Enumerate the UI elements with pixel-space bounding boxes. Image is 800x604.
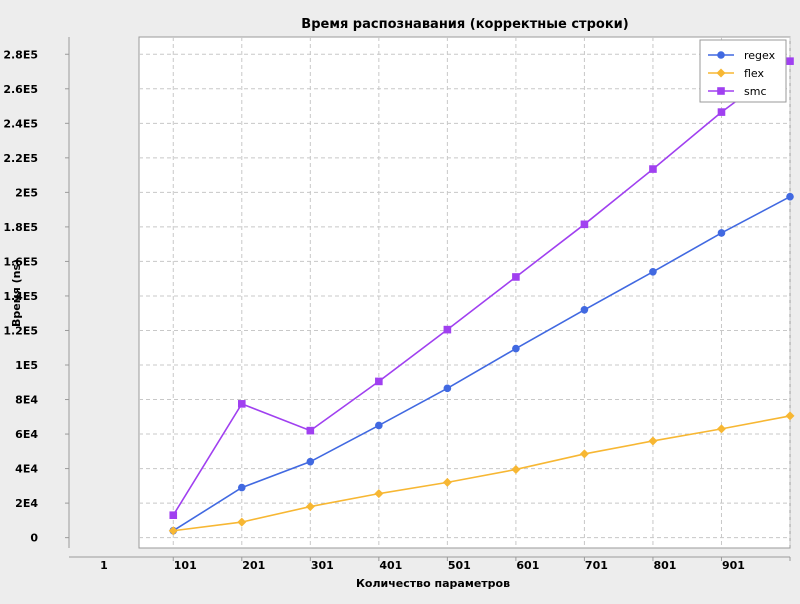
x-tick-label: 101 [174,559,197,572]
data-point-flex [237,517,247,527]
legend-label-smc: smc [744,85,767,98]
x-tick-label: 801 [653,559,676,572]
data-point-smc [237,400,246,408]
y-tick-label: 1.4E5 [3,290,38,303]
legend-items: regex flex smc [708,49,776,98]
y-tick-label: 2.8E5 [3,48,38,61]
legend-marker-flex [716,68,726,78]
data-point-smc [580,220,589,229]
x-axis-label: Количество параметров [356,577,510,590]
data-point-flex [305,502,315,512]
series-line-regex [172,195,791,532]
y-tick-label: 2.6E5 [3,83,38,96]
legend: regex flex smc [699,39,787,103]
series-layer [168,57,795,536]
series-line-flex [173,415,791,532]
data-point-flex [579,449,589,459]
data-point-smc [786,57,794,65]
series-line-smc [172,60,791,516]
y-tick-label: 1E5 [15,359,38,372]
y-axis-label: Время (ns) [10,259,23,327]
data-point-flex [716,424,726,434]
data-point-regex [237,483,246,492]
y-tick-label: 8E4 [15,394,38,407]
x-tick-label: 701 [585,559,608,572]
data-point-smc [649,165,657,173]
data-point-flex [374,489,384,499]
x-tick-label: 301 [311,559,334,572]
y-tick-label: 4E4 [15,463,38,476]
data-point-smc [512,273,520,281]
data-point-regex [580,305,589,314]
legend-marker-smc [717,87,725,95]
y-tick-label: 2.4E5 [3,117,38,130]
data-point-smc [169,511,178,519]
y-tick-label: 0 [30,532,38,545]
data-point-regex [512,344,520,353]
data-point-regex [717,229,726,237]
data-point-smc [375,377,383,386]
data-point-smc [717,108,726,116]
grid [139,37,791,548]
legend-label-regex: regex [744,49,776,62]
data-point-smc [443,325,452,334]
y-axis-ticks: 0 2E4 4E4 6E4 8E4 1E5 1.2E5 1.4E5 1.6E5 1.8E5 2E5 2… [3,48,69,545]
x-tick-label: 901 [722,559,745,572]
y-tick-label: 2.2E5 [3,152,38,165]
y-tick-label: 6E4 [15,428,38,441]
y-tick-label: 1.2E5 [3,324,38,337]
legend-label-flex: flex [744,67,765,80]
y-tick-label: 1.8E5 [3,221,38,234]
x-tick-label: 401 [379,559,402,572]
data-point-regex [786,192,794,201]
data-point-smc [306,426,315,435]
data-point-regex [443,384,452,393]
data-point-flex [785,411,795,421]
y-tick-label: 1.6E5 [3,255,38,268]
plot-area [138,36,791,549]
legend-marker-regex [717,51,725,59]
x-tick-label: 201 [242,559,265,572]
y-tick-label: 2E4 [15,497,38,510]
data-point-flex [442,477,452,487]
data-point-flex [168,526,178,536]
chart-title: Время распознавания (корректные строки) [301,17,628,32]
x-axis-ticks: 1 101 201 301 401 501 601 701 801 901 [100,557,791,572]
data-point-regex [306,457,315,466]
data-point-regex [375,421,383,430]
x-tick-label: 601 [516,559,539,572]
data-point-regex [649,267,657,276]
data-point-flex [648,436,658,446]
data-point-flex [511,464,521,474]
x-tick-label: 501 [448,559,471,572]
y-tick-label: 2E5 [15,186,38,199]
x-tick-label: 1 [100,559,108,572]
